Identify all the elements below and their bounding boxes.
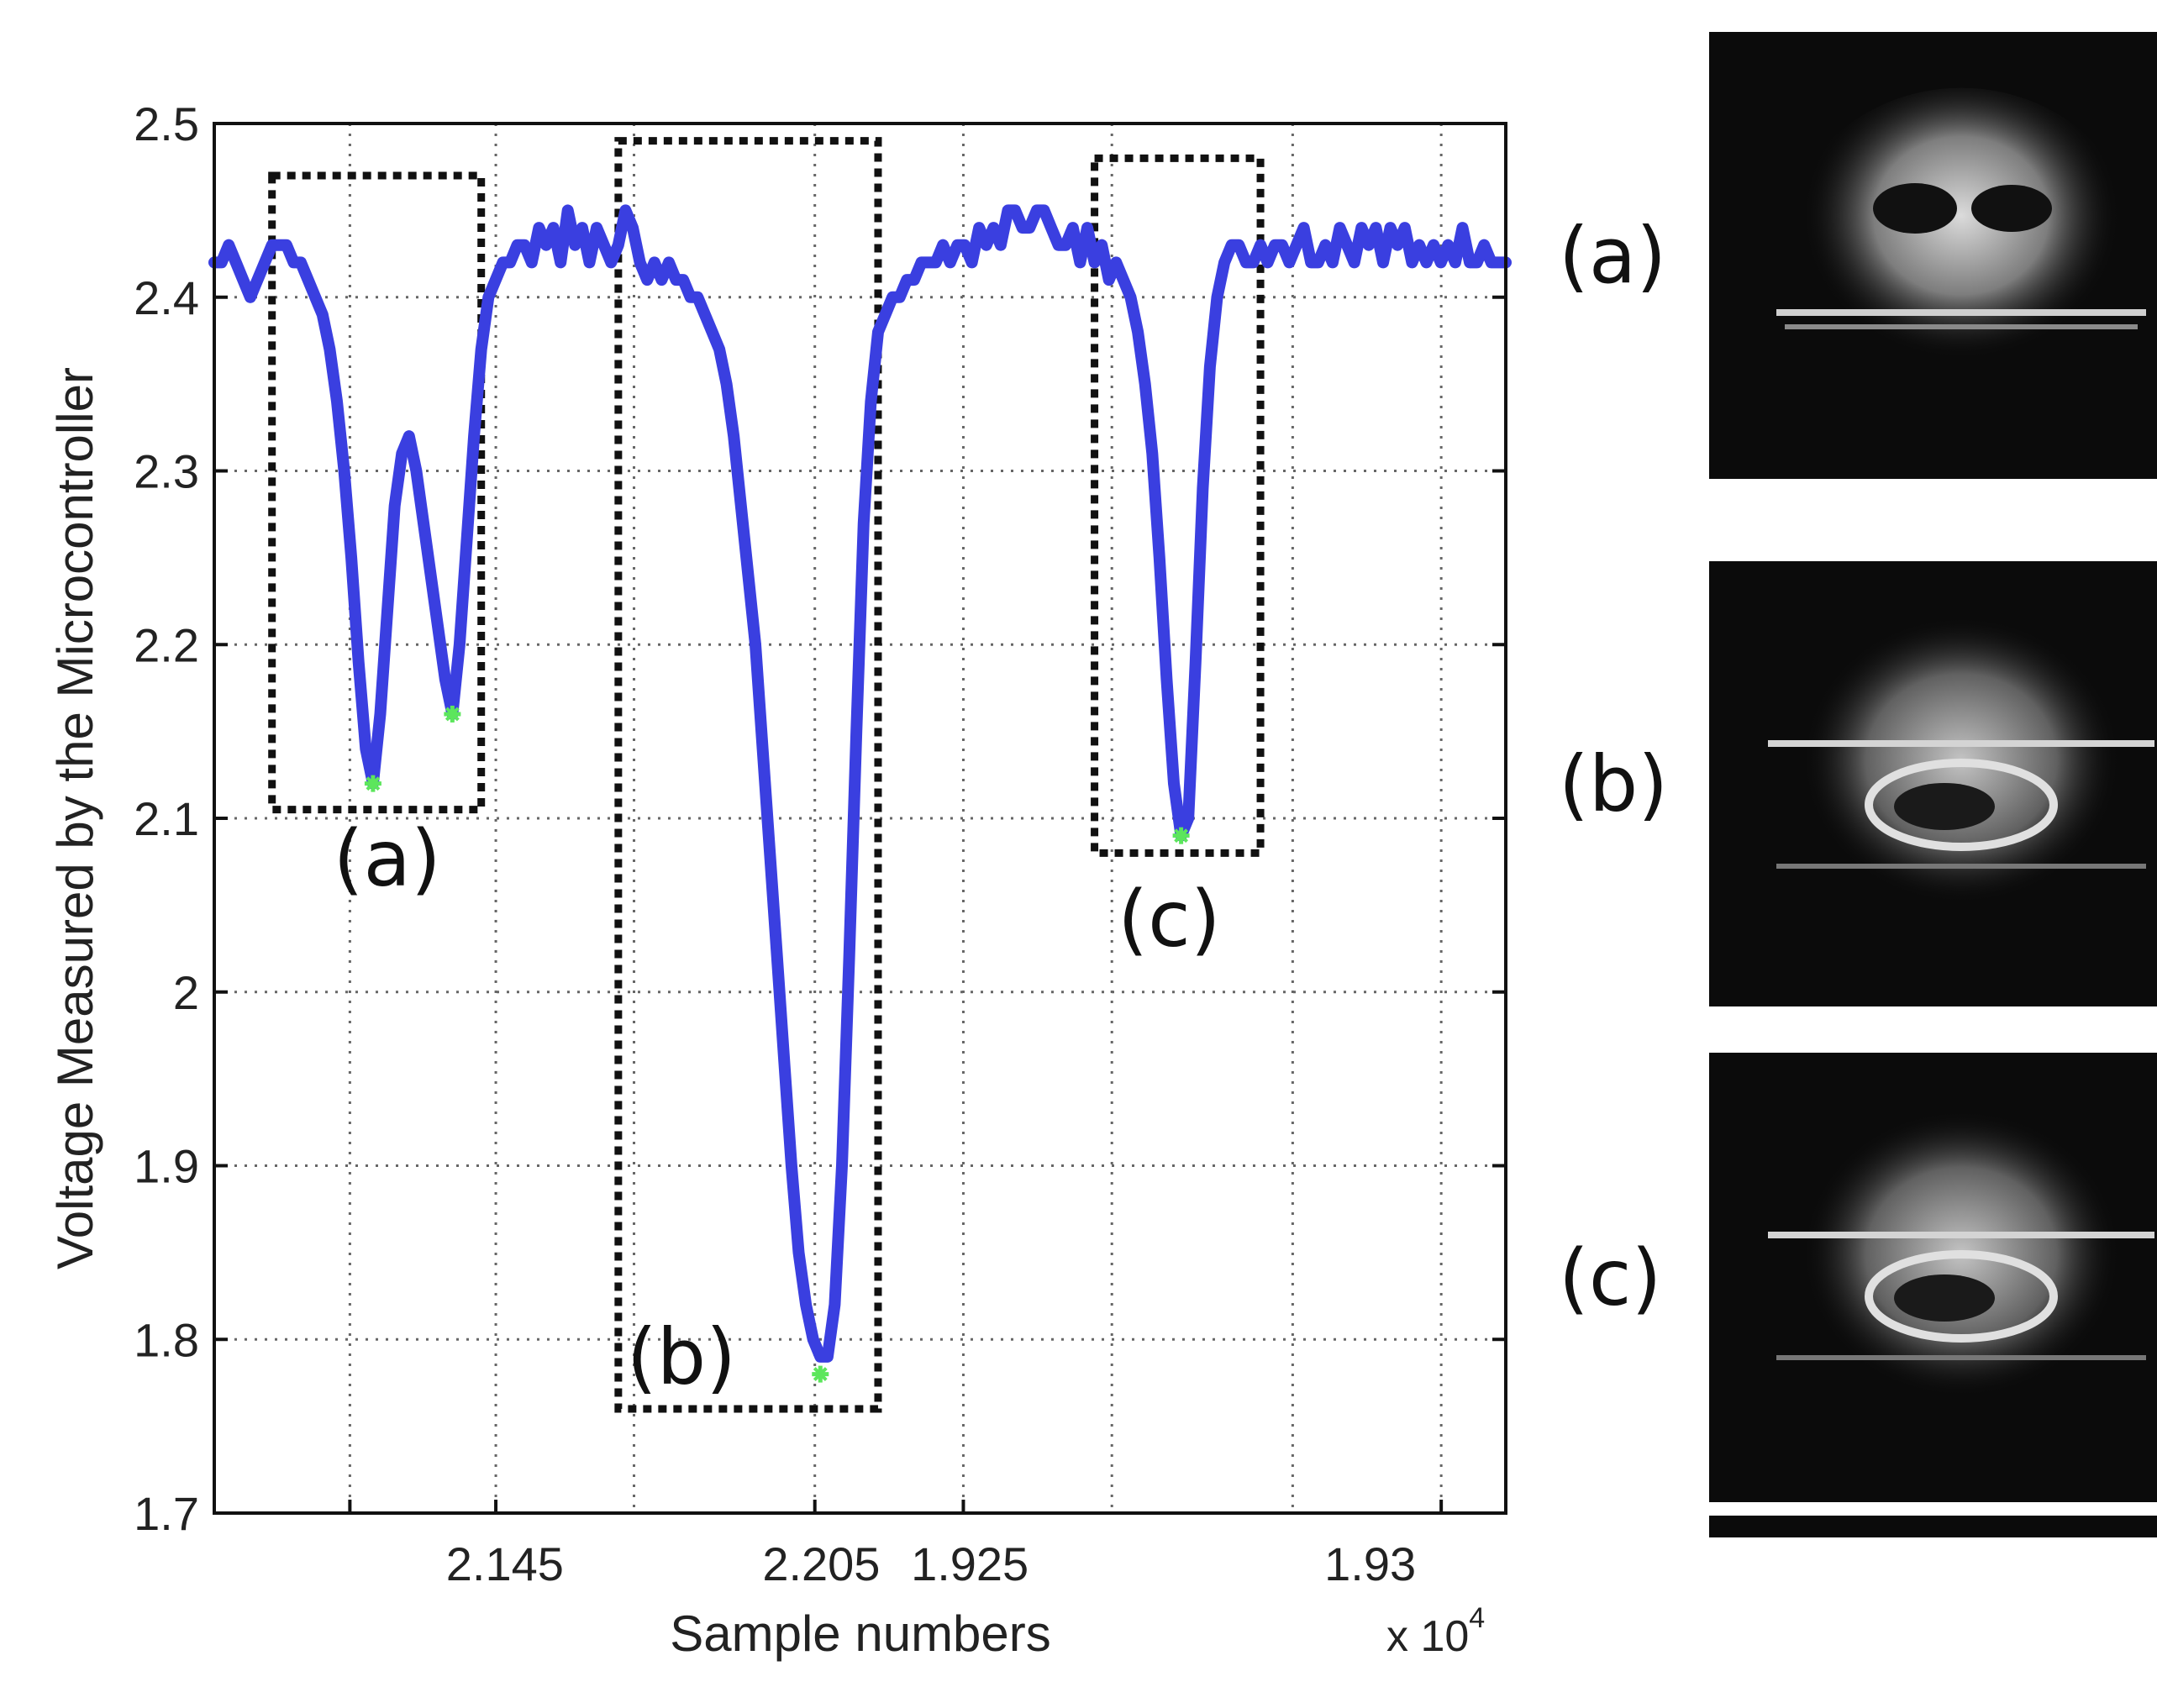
voltage-series-line <box>208 204 1512 1363</box>
x-tick-label: 2.145 <box>446 1537 564 1590</box>
image-panel-label: (b) <box>1559 739 1668 829</box>
box-label: (c) <box>1118 874 1220 964</box>
highlight-boxes: (a) (b) (c) <box>268 137 1265 1413</box>
image-panel-label: (a) <box>1559 211 1666 301</box>
y-tick-label: 2.2 <box>134 618 199 671</box>
highlight-box <box>1091 154 1265 857</box>
x-tick-label: 1.925 <box>911 1537 1029 1590</box>
image-dark-lobe <box>1971 185 2052 232</box>
image-streak <box>1785 324 2138 329</box>
marker-stroke <box>445 707 460 722</box>
tick-marks <box>214 122 1506 1515</box>
x-tick-label: 1.93 <box>1324 1537 1416 1590</box>
image-panels: (a) (b) (c) <box>1559 32 2157 1537</box>
minimum-marker <box>364 775 381 792</box>
x-axis-multiplier: x 104 <box>1386 1602 1485 1661</box>
x-multiplier-exponent: 4 <box>1469 1602 1485 1634</box>
image-swirl-core <box>1894 783 1995 830</box>
y-tick-label: 1.7 <box>134 1487 199 1540</box>
y-tick-label: 1.8 <box>134 1313 199 1366</box>
x-tick-label: 2.205 <box>762 1537 880 1590</box>
image-panel: (b) <box>1559 561 2157 1006</box>
x-multiplier-base: x 10 <box>1386 1612 1469 1661</box>
marker-stroke <box>1174 828 1189 843</box>
marker-stroke <box>366 776 381 791</box>
y-axis-label: Voltage Measured by the Microcontroller <box>47 367 103 1269</box>
image-swirl-core <box>1894 1274 1995 1322</box>
minimum-marker <box>1172 827 1190 844</box>
data-layer <box>208 204 1512 1383</box>
image-swirl <box>1865 759 2058 851</box>
image-panel: (c) <box>1559 1053 2157 1502</box>
minimum-marker <box>812 1365 829 1383</box>
highlight-box <box>268 171 486 814</box>
image-panel-bottom-bar <box>1709 1516 2157 1537</box>
box-label: (a) <box>334 814 441 904</box>
image-dark-lobe <box>1873 183 1957 234</box>
image-streak <box>1776 1355 2146 1360</box>
x-tick-labels: 2.145 2.205 1.925 1.93 <box>446 1537 1416 1590</box>
image-streak <box>1768 740 2154 747</box>
highlight-box <box>614 137 882 1413</box>
marker-stroke <box>813 1367 828 1382</box>
y-tick-label: 2.5 <box>134 97 199 150</box>
image-glow <box>1785 616 2138 936</box>
x-axis-label: Sample numbers <box>670 1606 1051 1662</box>
image-panel-label: (c) <box>1559 1233 1661 1323</box>
y-tick-label: 1.9 <box>134 1140 199 1193</box>
voltage-line-chart: (a) (b) (c) 1.7 1.8 1.9 2 2.1 2.2 2.3 2.4 2.5 2.14… <box>47 97 1512 1662</box>
y-tick-label: 2 <box>173 966 199 1019</box>
image-swirl <box>1865 1250 2058 1343</box>
box-label: (b) <box>627 1312 736 1402</box>
image-streak <box>1768 1232 2154 1238</box>
y-tick-label: 2.3 <box>134 445 199 498</box>
y-tick-label: 2.4 <box>134 271 199 324</box>
image-streak <box>1776 309 2146 316</box>
y-tick-labels: 1.7 1.8 1.9 2 2.1 2.2 2.3 2.4 2.5 <box>134 97 199 1540</box>
image-glow <box>1785 87 2138 407</box>
minimum-marker <box>444 705 461 723</box>
image-glow <box>1785 1110 2138 1430</box>
image-panel: (a) <box>1559 32 2157 479</box>
y-tick-label: 2.1 <box>134 792 199 845</box>
image-streak <box>1776 864 2146 869</box>
